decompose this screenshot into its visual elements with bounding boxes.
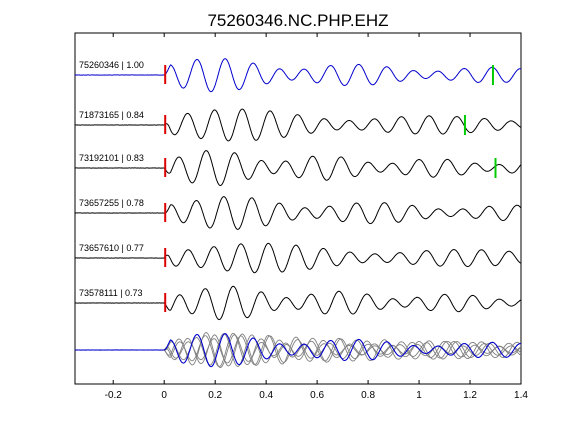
stack-reference-trace xyxy=(74,333,521,368)
trace-waveform-5 xyxy=(74,285,522,321)
trace-label-5: 73578111 | 0.73 xyxy=(79,288,143,298)
chart-title: 75260346.NC.PHP.EHZ xyxy=(207,11,388,30)
x-tick-label-4: 0.6 xyxy=(310,390,324,401)
trace-label-1: 71873165 | 0.84 xyxy=(79,110,144,120)
x-tick-label-8: 1.4 xyxy=(514,390,528,401)
trace-label-3: 73657255 | 0.78 xyxy=(79,198,144,208)
traces-layer xyxy=(74,58,522,321)
x-tick-label-6: 1 xyxy=(416,390,422,401)
trace-label-0: 75260346 | 1.00 xyxy=(79,60,144,70)
plot-frame xyxy=(74,32,522,385)
trace-waveform-1 xyxy=(74,108,522,142)
x-axis: -0.2 0 0.2 0.4 0.6 0.8 1 1.2 1.4 xyxy=(105,33,528,401)
x-tick-label-5: 0.8 xyxy=(361,390,375,401)
picks-layer xyxy=(164,65,497,312)
trace-waveform-0 xyxy=(74,58,521,93)
stack-layer xyxy=(74,332,522,368)
x-tick-label-3: 0.4 xyxy=(259,390,273,401)
trace-label-4: 73657610 | 0.77 xyxy=(79,243,144,253)
x-tick-label-2: 0.2 xyxy=(208,390,222,401)
trace-waveform-3 xyxy=(74,196,522,230)
x-tick-label-7: 1.2 xyxy=(463,390,477,401)
trace-label-2: 73192101 | 0.83 xyxy=(79,153,144,163)
trace-waveform-2 xyxy=(74,150,522,187)
trace-waveform-4 xyxy=(74,242,522,274)
x-tick-label-1: 0 xyxy=(161,390,167,401)
x-tick-label-0: -0.2 xyxy=(105,390,123,401)
labels-layer: 75260346 | 1.00 71873165 | 0.84 73192101 |… xyxy=(79,60,144,298)
